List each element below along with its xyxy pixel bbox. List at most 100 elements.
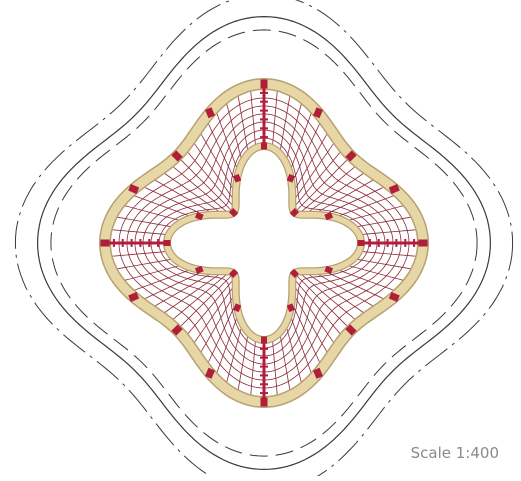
net-radial-line bbox=[334, 268, 394, 291]
net-radial-line bbox=[271, 337, 278, 395]
net-radial-line bbox=[291, 291, 328, 353]
ring-joint bbox=[171, 150, 183, 162]
net-radial-line bbox=[291, 283, 334, 343]
ring-joint bbox=[229, 268, 239, 278]
net-radial-line bbox=[285, 323, 302, 383]
ring-joint bbox=[100, 239, 110, 247]
scale-label: Scale 1:400 bbox=[410, 444, 499, 462]
net-radial-line bbox=[134, 268, 194, 291]
net-radial-line bbox=[323, 186, 384, 216]
net-radial-line bbox=[117, 216, 175, 228]
net-radial-line bbox=[112, 250, 170, 257]
net-radial-line bbox=[291, 123, 321, 184]
net-radial-line bbox=[285, 103, 302, 163]
ring-joint bbox=[233, 173, 242, 183]
net-radial-line bbox=[358, 229, 416, 236]
net-radial-line bbox=[194, 283, 237, 343]
net-radial-line bbox=[112, 229, 170, 236]
ring-joint bbox=[289, 268, 299, 278]
net-radial-line bbox=[250, 337, 257, 395]
net-radial-line bbox=[353, 216, 411, 228]
net-radial-line bbox=[291, 133, 328, 195]
net-radial-line bbox=[216, 113, 239, 173]
ring-joint bbox=[261, 142, 267, 150]
net-radial-line bbox=[334, 195, 394, 218]
ring-joint bbox=[205, 367, 215, 379]
net-radial-line bbox=[154, 270, 216, 307]
ring-joint bbox=[194, 212, 204, 221]
net-radial-line bbox=[289, 113, 312, 173]
ring-joint bbox=[324, 212, 334, 221]
ring-joint bbox=[345, 150, 357, 162]
ring-joint bbox=[260, 397, 268, 407]
net-radial-line bbox=[292, 152, 341, 210]
ring-joint bbox=[128, 292, 140, 302]
net-radial-line bbox=[279, 332, 291, 390]
net-radial-line bbox=[237, 332, 249, 390]
ring-joint bbox=[261, 336, 267, 344]
ring-joint bbox=[388, 292, 400, 302]
net-radial-line bbox=[312, 270, 374, 307]
ring-joint bbox=[313, 107, 323, 119]
net-radial-line bbox=[271, 91, 278, 149]
net-radial-line bbox=[207, 123, 237, 184]
ring-joint bbox=[163, 240, 171, 246]
ring-joint bbox=[345, 324, 357, 336]
net-radial-line bbox=[304, 270, 364, 313]
ring-joint bbox=[313, 367, 323, 379]
net-radial-line bbox=[294, 160, 347, 213]
net-radial-line bbox=[344, 264, 404, 281]
net-radial-line bbox=[294, 273, 347, 326]
net-radial-line bbox=[292, 276, 341, 334]
net-radial-line bbox=[200, 291, 237, 353]
ring-joint bbox=[418, 239, 428, 247]
net-radial-line bbox=[358, 250, 416, 257]
ring-joint bbox=[260, 79, 268, 89]
net-radial-line bbox=[323, 270, 384, 300]
net-radial-line bbox=[250, 91, 257, 149]
net-radial-line bbox=[134, 195, 194, 218]
ring-joint bbox=[286, 303, 295, 313]
site-outlines bbox=[14, 0, 514, 481]
ring-joint bbox=[205, 107, 215, 119]
net-radial-line bbox=[226, 103, 243, 163]
net-radial-line bbox=[124, 264, 184, 281]
net-radial-line bbox=[187, 276, 236, 334]
net-radial-line bbox=[291, 143, 334, 203]
net-radial-line bbox=[226, 323, 243, 383]
ring-joint bbox=[324, 265, 334, 274]
net-radial-line bbox=[124, 205, 184, 222]
net-radial-line bbox=[297, 271, 355, 320]
net-radial-line bbox=[154, 179, 216, 216]
net-radial-line bbox=[291, 302, 321, 363]
net-radial-line bbox=[173, 271, 231, 320]
radial-beams bbox=[105, 84, 423, 402]
ring-joint bbox=[388, 184, 400, 194]
ring-joint bbox=[289, 208, 299, 218]
ring-joint bbox=[357, 240, 365, 246]
ring-joint bbox=[229, 208, 239, 218]
net-radial-line bbox=[312, 179, 374, 216]
net-radial-line bbox=[304, 173, 364, 216]
net-radial-line bbox=[187, 152, 236, 210]
ring-joint bbox=[233, 303, 242, 313]
net-radial-line bbox=[353, 258, 411, 270]
net-radial-line bbox=[289, 313, 312, 373]
net-radial-line bbox=[144, 186, 205, 216]
net-radial-line bbox=[200, 133, 237, 195]
ring-joint bbox=[128, 184, 140, 194]
net-radial-line bbox=[237, 96, 249, 154]
net-radial-line bbox=[194, 143, 237, 203]
outer-dashdot-outline bbox=[14, 0, 514, 481]
net-radial-line bbox=[144, 270, 205, 300]
ring-joint bbox=[194, 265, 204, 274]
net-radial-line bbox=[181, 160, 234, 213]
joints bbox=[100, 79, 428, 407]
inner-dashed-outline bbox=[50, 29, 478, 457]
net-radial-line bbox=[164, 173, 224, 216]
ring-joint bbox=[286, 173, 295, 183]
net-radial-line bbox=[117, 258, 175, 270]
net-radial-line bbox=[279, 96, 291, 154]
net-radial-line bbox=[216, 313, 239, 373]
